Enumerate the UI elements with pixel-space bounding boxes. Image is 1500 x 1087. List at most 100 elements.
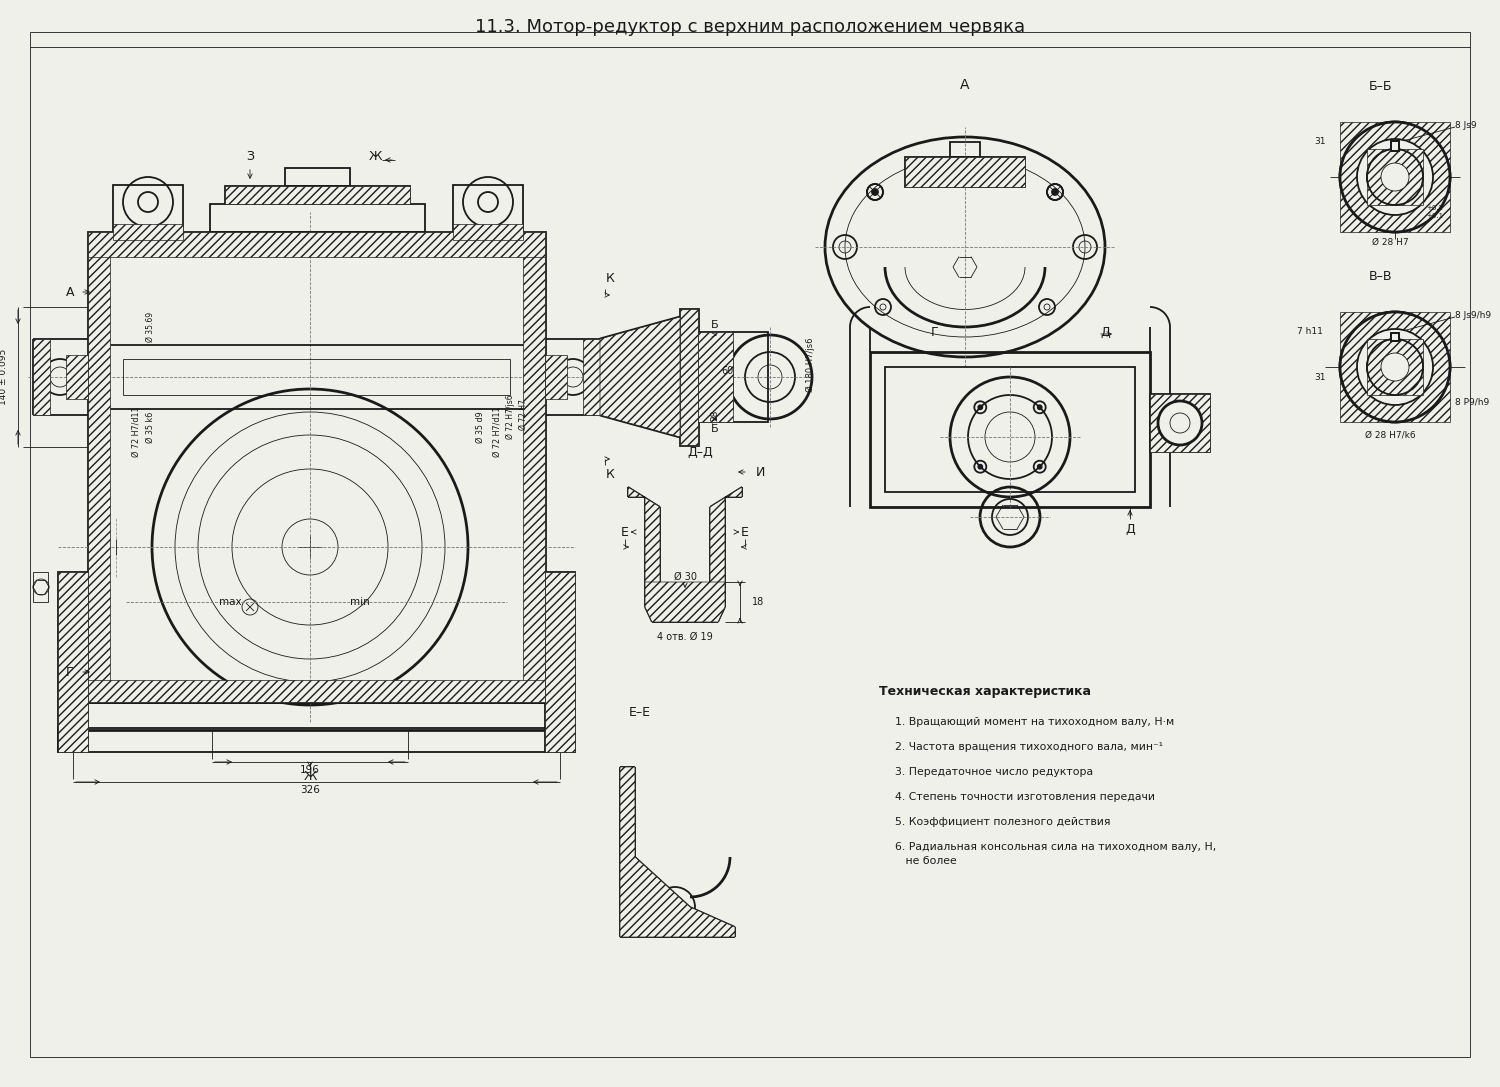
Bar [1390, 141, 1400, 151]
Bar [1390, 333, 1400, 341]
Text: Б: Б [711, 320, 718, 330]
Text: Ø 72 H7/d11: Ø 72 H7/d11 [132, 407, 141, 458]
Text: 8 Js9/h9: 8 Js9/h9 [1455, 311, 1491, 320]
Polygon shape [524, 232, 544, 702]
Text: 1. Вращающий момент на тихоходном валу, Н·м: 1. Вращающий момент на тихоходном валу, … [896, 717, 1174, 727]
Polygon shape [88, 232, 110, 702]
Text: Ø 30: Ø 30 [674, 572, 696, 582]
Polygon shape [904, 157, 1024, 187]
Bar [544, 572, 574, 752]
Text: 196: 196 [300, 765, 320, 775]
Text: 6. Радиальная консольная сила на тихоходном валу, Н,: 6. Радиальная консольная сила на тихоход… [896, 842, 1216, 852]
Polygon shape [58, 572, 88, 752]
Text: А: А [960, 78, 969, 92]
Polygon shape [1366, 149, 1424, 205]
Text: Техническая характеристика: Техническая характеристика [879, 686, 1090, 699]
Text: Е: Е [621, 525, 628, 538]
Polygon shape [1340, 312, 1450, 422]
Bar [698, 332, 768, 422]
Text: 18: 18 [752, 597, 764, 607]
Bar [698, 345, 734, 409]
Bar [74, 702, 560, 730]
Polygon shape [628, 487, 660, 597]
Text: Г: Г [66, 665, 74, 678]
Text: И: И [756, 465, 765, 478]
Polygon shape [1150, 393, 1210, 452]
Bar [680, 309, 698, 445]
Polygon shape [698, 332, 734, 422]
Text: Б–Б: Б–Б [1368, 80, 1392, 93]
Text: не более: не более [896, 855, 957, 866]
Text: Ø 72 H7/js6: Ø 72 H7/js6 [506, 395, 515, 439]
Bar [108, 345, 525, 409]
Text: 8 P9/h9: 8 P9/h9 [1455, 398, 1490, 407]
Text: Б: Б [711, 424, 718, 434]
Polygon shape [112, 224, 183, 240]
Bar [1150, 393, 1210, 452]
Circle shape [1358, 139, 1432, 215]
Polygon shape [680, 309, 698, 445]
Text: 3. Передаточное число редуктора: 3. Передаточное число редуктора [896, 767, 1094, 777]
Text: 326: 326 [300, 785, 320, 795]
Polygon shape [620, 767, 735, 937]
Bar [225, 186, 410, 204]
Polygon shape [584, 339, 600, 415]
Text: Ø 35.69: Ø 35.69 [146, 312, 154, 342]
Text: Ø 35 k6: Ø 35 k6 [146, 411, 154, 442]
Bar [210, 204, 424, 232]
Text: Ø 28 H7/k6: Ø 28 H7/k6 [1365, 430, 1416, 439]
Text: Ø 28 H7: Ø 28 H7 [1371, 237, 1408, 247]
Bar [1390, 141, 1400, 151]
Text: Ø 180 H7/js6: Ø 180 H7/js6 [806, 338, 814, 392]
Bar [123, 359, 510, 395]
Text: Ж: Ж [369, 150, 381, 163]
Polygon shape [600, 317, 680, 437]
Text: Ø 72 H7/d11: Ø 72 H7/d11 [492, 407, 501, 458]
Circle shape [1358, 329, 1432, 405]
Circle shape [1038, 405, 1041, 410]
Polygon shape [33, 339, 50, 415]
Polygon shape [1366, 339, 1424, 395]
Circle shape [1158, 401, 1202, 445]
Bar [285, 168, 350, 186]
Text: 11.3. Мотор-редуктор с верхним расположением червяка: 11.3. Мотор-редуктор с верхним расположе… [476, 18, 1024, 36]
Polygon shape [645, 582, 724, 622]
Text: Г: Г [932, 325, 939, 338]
Text: 60: 60 [722, 366, 734, 376]
Text: А: А [66, 286, 74, 299]
Polygon shape [1340, 122, 1450, 232]
Text: +0.2
+0.1: +0.2 +0.1 [1426, 205, 1443, 218]
Circle shape [871, 189, 877, 195]
Text: Е: Е [741, 525, 748, 538]
Text: 4. Степень точности изготовления передачи: 4. Степень точности изготовления передач… [896, 792, 1155, 802]
Bar [33, 572, 48, 602]
Text: 2. Частота вращения тихоходного вала, мин⁻¹: 2. Частота вращения тихоходного вала, ми… [896, 742, 1162, 752]
Text: 7 h11: 7 h11 [1298, 327, 1323, 337]
Bar [58, 728, 574, 752]
Text: 140 ± 0.095: 140 ± 0.095 [0, 349, 9, 405]
Text: min: min [350, 597, 370, 607]
Bar [453, 185, 524, 240]
Polygon shape [88, 232, 544, 257]
Polygon shape [544, 572, 574, 752]
Text: З: З [246, 150, 254, 163]
Bar [112, 185, 183, 240]
Text: Е–Е: Е–Е [628, 705, 651, 719]
Bar [58, 572, 88, 752]
Circle shape [978, 405, 982, 410]
Bar [870, 352, 1150, 507]
Text: В–В: В–В [1368, 271, 1392, 284]
Circle shape [1052, 189, 1058, 195]
Polygon shape [66, 355, 88, 399]
Bar [904, 157, 1024, 187]
Text: 28: 28 [711, 410, 720, 421]
Text: Ø 72 H7: Ø 72 H7 [519, 400, 528, 430]
Text: Д: Д [1100, 325, 1110, 338]
Text: Ж: Ж [303, 771, 316, 784]
Bar [33, 363, 38, 391]
Bar [1390, 333, 1400, 341]
Text: Ø 35 d9: Ø 35 d9 [476, 411, 484, 442]
Text: 31: 31 [1314, 137, 1326, 147]
Text: 31: 31 [1314, 373, 1326, 382]
Text: Д: Д [1125, 523, 1136, 536]
